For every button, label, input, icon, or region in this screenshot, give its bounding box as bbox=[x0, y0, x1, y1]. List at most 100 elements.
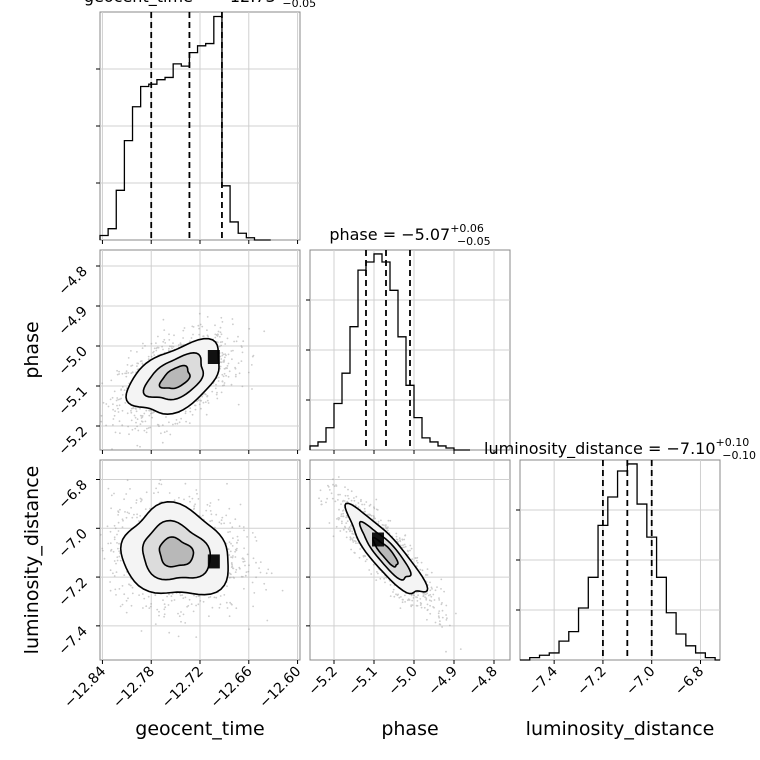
sample-point bbox=[121, 424, 124, 427]
sample-point bbox=[117, 514, 119, 516]
sample-point bbox=[424, 596, 426, 599]
sample-point bbox=[195, 595, 198, 598]
sample-point bbox=[344, 526, 347, 529]
x-tick-label: −12.84 bbox=[61, 663, 109, 711]
sample-point bbox=[119, 432, 121, 435]
sample-point bbox=[366, 558, 368, 561]
sample-point bbox=[168, 347, 170, 350]
sample-point bbox=[238, 525, 241, 528]
sample-point bbox=[163, 608, 166, 611]
sample-point bbox=[180, 611, 182, 613]
sample-point bbox=[111, 448, 113, 450]
sample-point bbox=[395, 535, 398, 538]
sample-point bbox=[123, 389, 126, 391]
sample-point bbox=[222, 375, 225, 378]
sample-point bbox=[113, 538, 116, 541]
sample-point bbox=[206, 503, 209, 506]
sample-point bbox=[445, 604, 448, 607]
sample-point bbox=[423, 606, 426, 609]
sample-point bbox=[252, 605, 255, 608]
sample-point bbox=[233, 340, 236, 343]
sample-point bbox=[123, 574, 126, 576]
sample-point bbox=[156, 423, 159, 426]
sample-point bbox=[172, 345, 175, 348]
sample-point bbox=[142, 607, 144, 609]
sample-point bbox=[105, 403, 108, 405]
sample-point bbox=[206, 394, 209, 397]
sample-point bbox=[138, 594, 141, 596]
sample-point bbox=[407, 598, 410, 601]
y-axis-label-luminosity_distance: luminosity_distance bbox=[21, 466, 43, 655]
sample-point bbox=[158, 482, 161, 485]
sample-point bbox=[121, 603, 124, 606]
sample-point bbox=[350, 548, 352, 551]
sample-point bbox=[234, 518, 237, 521]
sample-point bbox=[117, 411, 120, 413]
sample-point bbox=[131, 592, 134, 595]
sample-point bbox=[403, 538, 406, 541]
sample-point bbox=[121, 526, 124, 528]
sample-point bbox=[232, 537, 234, 540]
sample-point bbox=[433, 599, 436, 601]
y-axis-label-phase: phase bbox=[21, 321, 43, 378]
sample-point bbox=[116, 559, 119, 562]
sample-point bbox=[420, 602, 423, 605]
histogram-step-geocent_time bbox=[99, 15, 271, 241]
sample-point bbox=[232, 555, 234, 557]
title-plus: +0.06 bbox=[450, 222, 484, 235]
x-axis-label-phase: phase bbox=[381, 718, 438, 740]
sample-point bbox=[239, 567, 241, 570]
sample-point bbox=[411, 558, 414, 560]
sample-point bbox=[193, 505, 196, 507]
sample-point bbox=[214, 526, 216, 529]
sample-point bbox=[236, 547, 238, 550]
sample-point bbox=[138, 520, 140, 522]
sample-point bbox=[114, 431, 117, 434]
y-tick-label: −4.9 bbox=[55, 304, 90, 339]
sample-point bbox=[116, 404, 118, 407]
sample-point bbox=[125, 372, 128, 375]
sample-point bbox=[227, 375, 230, 378]
sample-point bbox=[96, 502, 98, 504]
sample-point bbox=[216, 397, 219, 400]
sample-point bbox=[410, 594, 413, 597]
sample-point bbox=[263, 582, 266, 585]
sample-point bbox=[165, 416, 167, 418]
x-tick-label: −4.8 bbox=[465, 664, 500, 699]
sample-point bbox=[121, 409, 124, 412]
sample-point bbox=[364, 560, 367, 563]
sample-point bbox=[372, 563, 375, 566]
sample-point bbox=[357, 502, 360, 504]
sample-point bbox=[153, 347, 156, 350]
sample-point bbox=[353, 533, 355, 535]
title-label: geocent_time = bbox=[84, 0, 217, 7]
sample-point bbox=[415, 565, 418, 567]
sample-point bbox=[136, 425, 139, 428]
sample-point bbox=[190, 603, 193, 605]
sample-point bbox=[328, 489, 331, 491]
sample-point bbox=[445, 614, 447, 616]
sample-point bbox=[377, 572, 379, 575]
sample-point bbox=[139, 423, 142, 425]
sample-point bbox=[124, 402, 127, 404]
sample-point bbox=[229, 601, 232, 604]
sample-point bbox=[187, 604, 190, 607]
sample-point bbox=[162, 318, 165, 321]
title-median: −12.73 bbox=[216, 0, 275, 6]
sample-point bbox=[248, 628, 250, 631]
sample-point bbox=[437, 612, 440, 615]
sample-point bbox=[121, 386, 124, 388]
sample-point bbox=[385, 576, 388, 579]
sample-point bbox=[178, 421, 181, 424]
sample-point bbox=[127, 357, 130, 359]
sample-point bbox=[246, 536, 249, 538]
sample-point bbox=[341, 520, 343, 523]
sample-point bbox=[167, 349, 170, 352]
sample-point bbox=[221, 352, 224, 354]
sample-point bbox=[187, 456, 189, 458]
sample-point bbox=[125, 611, 128, 614]
sample-point bbox=[244, 574, 247, 577]
sample-point bbox=[393, 595, 396, 598]
sample-point bbox=[415, 604, 418, 607]
sample-point bbox=[380, 519, 382, 522]
